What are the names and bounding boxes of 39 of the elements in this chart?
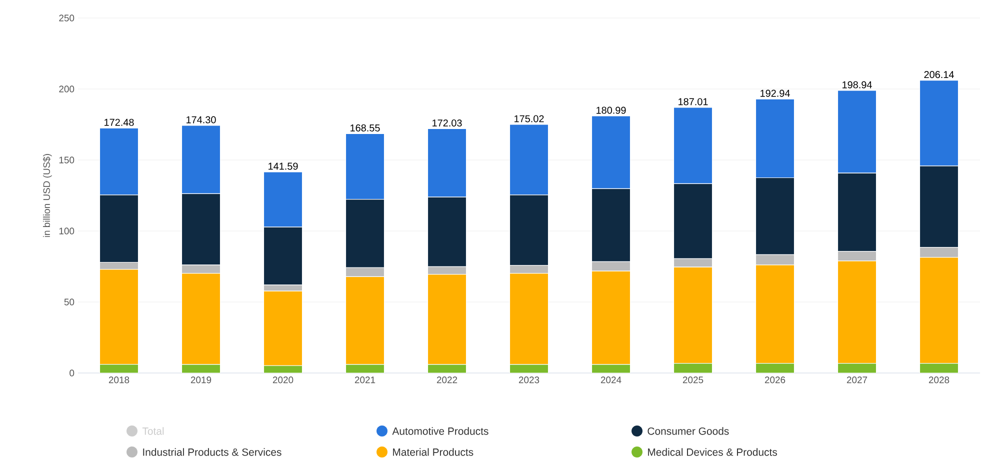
total-label: 175.02 xyxy=(514,115,544,122)
y-tick-label: 100 xyxy=(59,228,74,234)
bar xyxy=(100,364,138,373)
x-tick-label: 2022 xyxy=(436,376,458,384)
x-tick-label: 2027 xyxy=(846,376,868,384)
y-tick-label: 150 xyxy=(59,156,74,164)
x-tick-label: 2025 xyxy=(682,376,704,384)
total-label: 187.01 xyxy=(678,98,708,106)
bar xyxy=(919,363,959,373)
legend-label: Industrial Products & Services xyxy=(143,448,282,456)
y-tick-label: 250 xyxy=(59,14,74,22)
x-tick-label: 2021 xyxy=(354,376,376,384)
total-label: 172.03 xyxy=(432,119,462,127)
total-label: 198.94 xyxy=(842,81,872,88)
x-tick-label: 2026 xyxy=(764,376,786,384)
total-label: 192.94 xyxy=(760,90,790,97)
y-tick-label: 50 xyxy=(64,298,74,306)
x-tick-label: 2019 xyxy=(190,376,212,384)
y-tick-label: 200 xyxy=(59,86,74,92)
x-tick-label: 2018 xyxy=(108,376,130,384)
x-tick-label: 2024 xyxy=(600,376,622,384)
x-tick-label: 2020 xyxy=(272,376,294,384)
bar xyxy=(838,363,876,373)
x-tick-label: 2028 xyxy=(928,376,950,384)
y-tick-label: 0 xyxy=(70,370,74,376)
total-label: 180.99 xyxy=(596,106,626,114)
bar xyxy=(674,363,712,373)
total-label: 174.30 xyxy=(186,116,216,124)
total-label: 141.59 xyxy=(268,162,298,170)
y-axis-title: in billion USD (US$) xyxy=(42,154,52,237)
bar xyxy=(756,363,794,373)
total-label: 172.48 xyxy=(104,118,134,126)
legend-label: Automotive Products xyxy=(392,427,488,435)
x-tick-label: 2023 xyxy=(518,376,540,384)
total-label: 168.55 xyxy=(350,124,380,132)
legend-label: Consumer Goods xyxy=(648,427,729,435)
total-label: 206.14 xyxy=(924,71,954,78)
legend-label: Medical Devices & Products xyxy=(648,448,778,456)
legend-label: Material Products xyxy=(393,448,474,456)
